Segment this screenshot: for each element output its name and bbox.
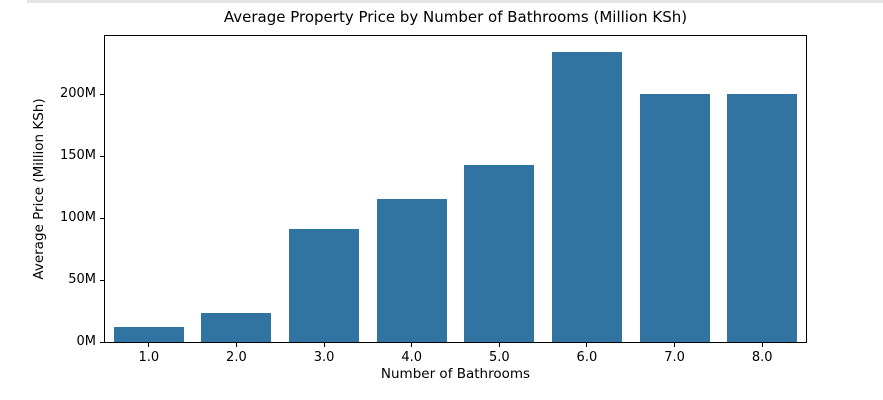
- chart-title: Average Property Price by Number of Bath…: [223, 8, 688, 26]
- x-tick-mark-6.0: [586, 343, 588, 347]
- window-edge-strip: [27, 0, 883, 3]
- y-tick-mark-150M: [100, 155, 104, 157]
- bar-5.0: [464, 165, 535, 342]
- x-tick-mark-2.0: [235, 343, 237, 347]
- x-tick-label-8.0: 8.0: [751, 350, 773, 365]
- x-tick-label-7.0: 7.0: [664, 350, 685, 365]
- x-tick-label-2.0: 2.0: [226, 350, 247, 365]
- y-tick-label-0M: 0M: [76, 334, 97, 349]
- bar-8.0: [727, 94, 798, 342]
- x-axis-label: Number of Bathrooms: [380, 366, 531, 382]
- x-tick-label-4.0: 4.0: [401, 350, 423, 365]
- x-tick-label-1.0: 1.0: [138, 350, 160, 365]
- x-tick-mark-3.0: [323, 343, 325, 347]
- y-tick-mark-0M: [100, 341, 104, 343]
- y-tick-mark-50M: [100, 279, 104, 281]
- x-tick-mark-7.0: [674, 343, 676, 347]
- y-axis-label: Average Price (Million KSh): [31, 98, 47, 280]
- y-tick-mark-100M: [100, 217, 104, 219]
- plot-area: [104, 35, 807, 343]
- x-tick-mark-5.0: [498, 343, 500, 347]
- x-tick-mark-1.0: [148, 343, 150, 347]
- bar-4.0: [376, 199, 447, 342]
- bar-3.0: [289, 229, 360, 342]
- y-tick-label-150M: 150M: [59, 148, 96, 163]
- x-tick-mark-8.0: [761, 343, 763, 347]
- bar-6.0: [551, 52, 622, 342]
- y-tick-label-50M: 50M: [68, 272, 96, 287]
- bar-7.0: [639, 94, 710, 342]
- x-tick-label-3.0: 3.0: [313, 350, 335, 365]
- y-tick-label-200M: 200M: [59, 86, 96, 101]
- x-tick-mark-4.0: [411, 343, 413, 347]
- x-tick-label-6.0: 6.0: [576, 350, 598, 365]
- y-tick-mark-200M: [100, 93, 104, 95]
- bar-2.0: [201, 313, 272, 342]
- x-tick-label-5.0: 5.0: [488, 350, 510, 365]
- y-tick-label-100M: 100M: [59, 210, 96, 225]
- bar-1.0: [113, 327, 184, 342]
